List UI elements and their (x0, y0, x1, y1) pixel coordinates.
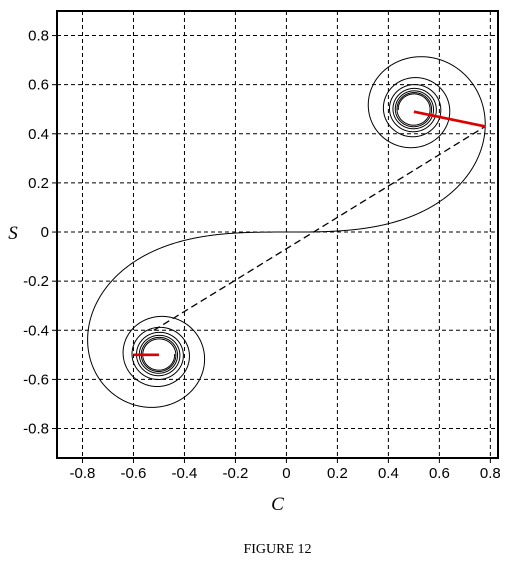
x-tick-label: 0.4 (378, 465, 399, 482)
spiral-curve (87, 56, 486, 408)
y-tick-label: 0 (41, 224, 49, 241)
y-tick-label: -0.4 (23, 322, 49, 339)
grid (57, 11, 498, 458)
x-tick-label: 0.8 (480, 465, 501, 482)
tick-labels: -0.8 -0.6 -0.4 -0.2 0 0.2 0.4 0.6 0.8 0.8 0.6 0.4 0.… (23, 28, 501, 482)
y-axis-label: S (8, 223, 18, 244)
y-tick-label: -0.6 (23, 371, 49, 388)
figure-caption: FIGURE 12 (243, 542, 311, 557)
plot-frame (56, 10, 499, 459)
dashed-chord-line (153, 125, 486, 331)
y-tick-label: 0.2 (28, 175, 49, 192)
x-tick-label: -0.4 (172, 465, 198, 482)
plot-area (87, 56, 486, 408)
x-tick-label: -0.8 (70, 465, 96, 482)
x-tick-label: 0 (282, 465, 290, 482)
y-tick-label: -0.2 (23, 273, 49, 290)
x-tick-label: 0.6 (429, 465, 450, 482)
y-tick-label: 0.6 (28, 77, 49, 94)
x-tick-label: -0.2 (223, 465, 249, 482)
x-axis-label: C (271, 494, 284, 515)
red-segment-1 (413, 110, 486, 128)
y-tick-label: 0.8 (28, 28, 49, 45)
x-tick-label: 0.2 (327, 465, 348, 482)
y-tick-label: -0.8 (23, 421, 49, 438)
y-tick-label: 0.4 (28, 126, 49, 143)
x-tick-label: -0.6 (121, 465, 147, 482)
